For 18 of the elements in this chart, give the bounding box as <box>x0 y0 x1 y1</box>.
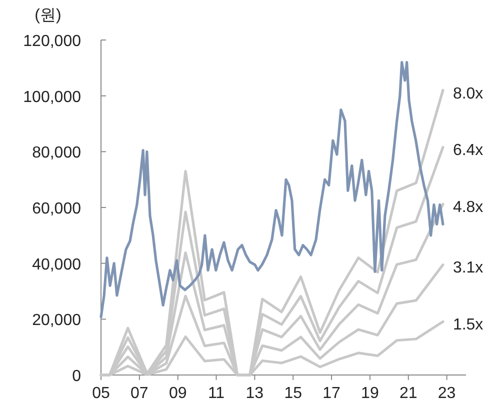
y-axis-title: (원) <box>34 7 62 24</box>
x-tick-label: 05 <box>92 385 110 402</box>
x-tick-label: 13 <box>246 385 264 402</box>
y-tick-label: 60,000 <box>32 200 82 218</box>
x-tick-label: 11 <box>208 385 225 402</box>
y-tick-label: 40,000 <box>32 256 82 274</box>
y-tick-label: 80,000 <box>32 144 82 162</box>
y-tick-label: 100,000 <box>23 88 82 106</box>
x-tick-label: 07 <box>130 385 148 402</box>
x-tick-label: 19 <box>361 385 379 402</box>
x-tick-label: 17 <box>322 385 341 402</box>
x-tick-label: 09 <box>168 385 187 402</box>
y-tick-label: 0 <box>72 368 82 385</box>
x-tick-label: 15 <box>284 385 302 402</box>
x-tick-label: 23 <box>438 385 456 402</box>
x-tick-label: 21 <box>399 385 418 402</box>
y-tick-label: 20,000 <box>32 312 82 330</box>
y-tick-label: 120,000 <box>23 33 82 50</box>
